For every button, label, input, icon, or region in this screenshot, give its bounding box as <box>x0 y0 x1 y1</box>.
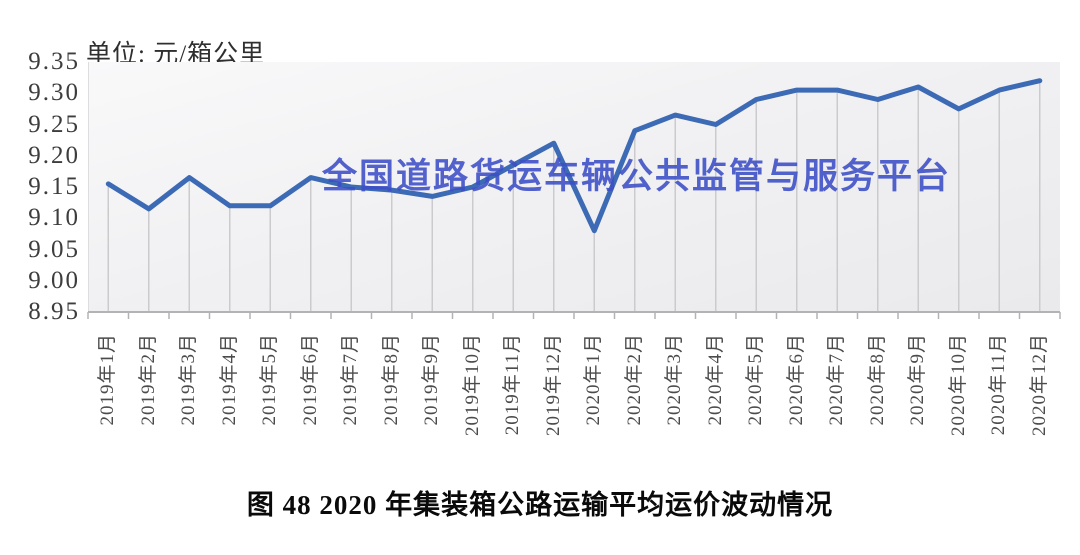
y-tick-label: 9.25 <box>28 110 80 138</box>
x-tick-label: 2020年3月 <box>664 333 686 426</box>
x-tick-label: 2020年10月 <box>947 333 969 437</box>
x-tick-label: 2019年1月 <box>97 333 119 426</box>
x-tick-label: 2019年10月 <box>461 333 483 437</box>
y-tick-label: 9.05 <box>28 235 80 263</box>
x-tick-label: 2020年7月 <box>826 333 848 426</box>
x-tick-label: 2020年5月 <box>745 333 767 426</box>
x-tick-label: 2019年2月 <box>137 333 159 426</box>
y-tick-label: 9.10 <box>28 204 80 232</box>
watermark-text: 全国道路货运车辆公共监管与服务平台 <box>322 157 952 196</box>
plot-area <box>87 62 1061 319</box>
figure-caption: 图 48 2020 年集装箱公路运输平均运价波动情况 <box>246 490 834 520</box>
x-tick-label: 2019年6月 <box>299 333 321 426</box>
x-tick-label: 2020年6月 <box>785 333 807 426</box>
y-tick-label: 9.15 <box>28 173 80 200</box>
x-tick-label: 2019年11月 <box>502 333 524 436</box>
x-tick-label: 2019年3月 <box>178 333 200 426</box>
x-tick-label: 2020年1月 <box>583 333 605 426</box>
y-tick-label: 8.95 <box>28 298 80 325</box>
x-tick-label: 2020年2月 <box>623 333 645 426</box>
x-tick-label: 2019年4月 <box>218 333 240 426</box>
x-tick-label: 2019年12月 <box>542 333 564 437</box>
y-tick-label: 9.20 <box>28 141 80 169</box>
x-tick-label: 2019年8月 <box>380 333 402 426</box>
x-tick-label: 2020年4月 <box>704 333 726 426</box>
x-tick-label: 2019年5月 <box>259 333 281 426</box>
y-tick-label: 9.00 <box>28 266 80 294</box>
y-tick-label: 9.35 <box>28 48 80 75</box>
x-tick-label: 2019年7月 <box>340 333 362 426</box>
x-tick-label: 2020年8月 <box>866 333 888 426</box>
x-tick-label: 2020年12月 <box>1028 333 1050 437</box>
y-tick-label: 9.30 <box>28 79 80 107</box>
x-tick-label: 2020年9月 <box>907 333 929 426</box>
data-series-line <box>105 78 1043 234</box>
x-tick-label: 2019年9月 <box>421 333 443 426</box>
line-chart <box>87 62 1061 319</box>
x-tick-label: 2020年11月 <box>988 333 1010 436</box>
